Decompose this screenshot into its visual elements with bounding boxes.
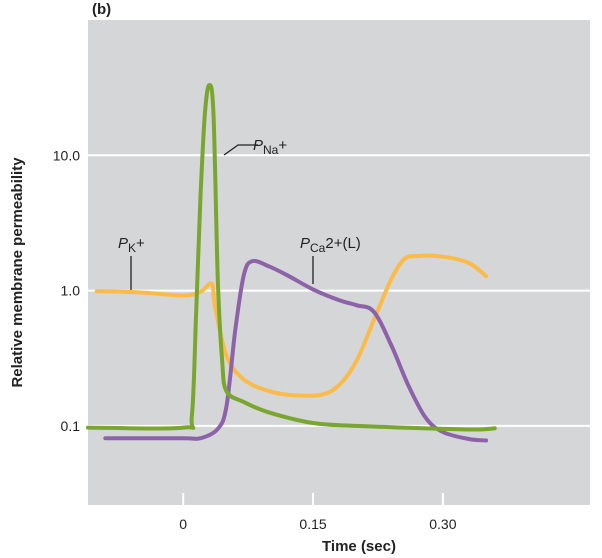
series-line-ca [103,258,489,443]
series-label-sup: 2+(L) [325,235,360,252]
plot-background [88,20,590,505]
series-label-sup: + [136,235,145,252]
y-tick-label: 0.1 [61,418,81,434]
y-axis-title: Relative membrane permeability [9,157,26,388]
x-tick-labels: 0 0.15 0.30 [179,516,456,532]
y-tick-labels: 0.1 1.0 10.0 [53,147,80,434]
x-tick-label: 0 [179,516,187,532]
series-lines [86,83,497,443]
series-label-sub: K [128,241,136,255]
series-label-na: PNa+ [253,137,287,157]
x-tick-label: 0.15 [299,516,326,532]
series-line-na [86,83,497,432]
y-tick-label: 1.0 [61,283,81,299]
series-label-sup: + [278,137,287,154]
series-label-k: PK+ [118,235,145,255]
series-label-main: P [300,235,310,252]
panel-label: (b) [92,1,111,18]
series-label-leader [223,144,258,156]
series-label-main: P [253,137,263,154]
series-labels: PNa+PK+ PCa2+(L) [118,137,361,290]
y-tick-label: 10.0 [53,147,80,163]
series-line-k [94,253,489,398]
series-label-main: P [118,235,128,252]
x-axis-title: Time (sec) [322,538,396,555]
series-label-sub: Na [263,143,279,157]
series-label-ca: PCa2+(L) [300,235,361,255]
series-label-sub: Ca [310,241,326,255]
x-tick-label: 0.30 [429,516,456,532]
